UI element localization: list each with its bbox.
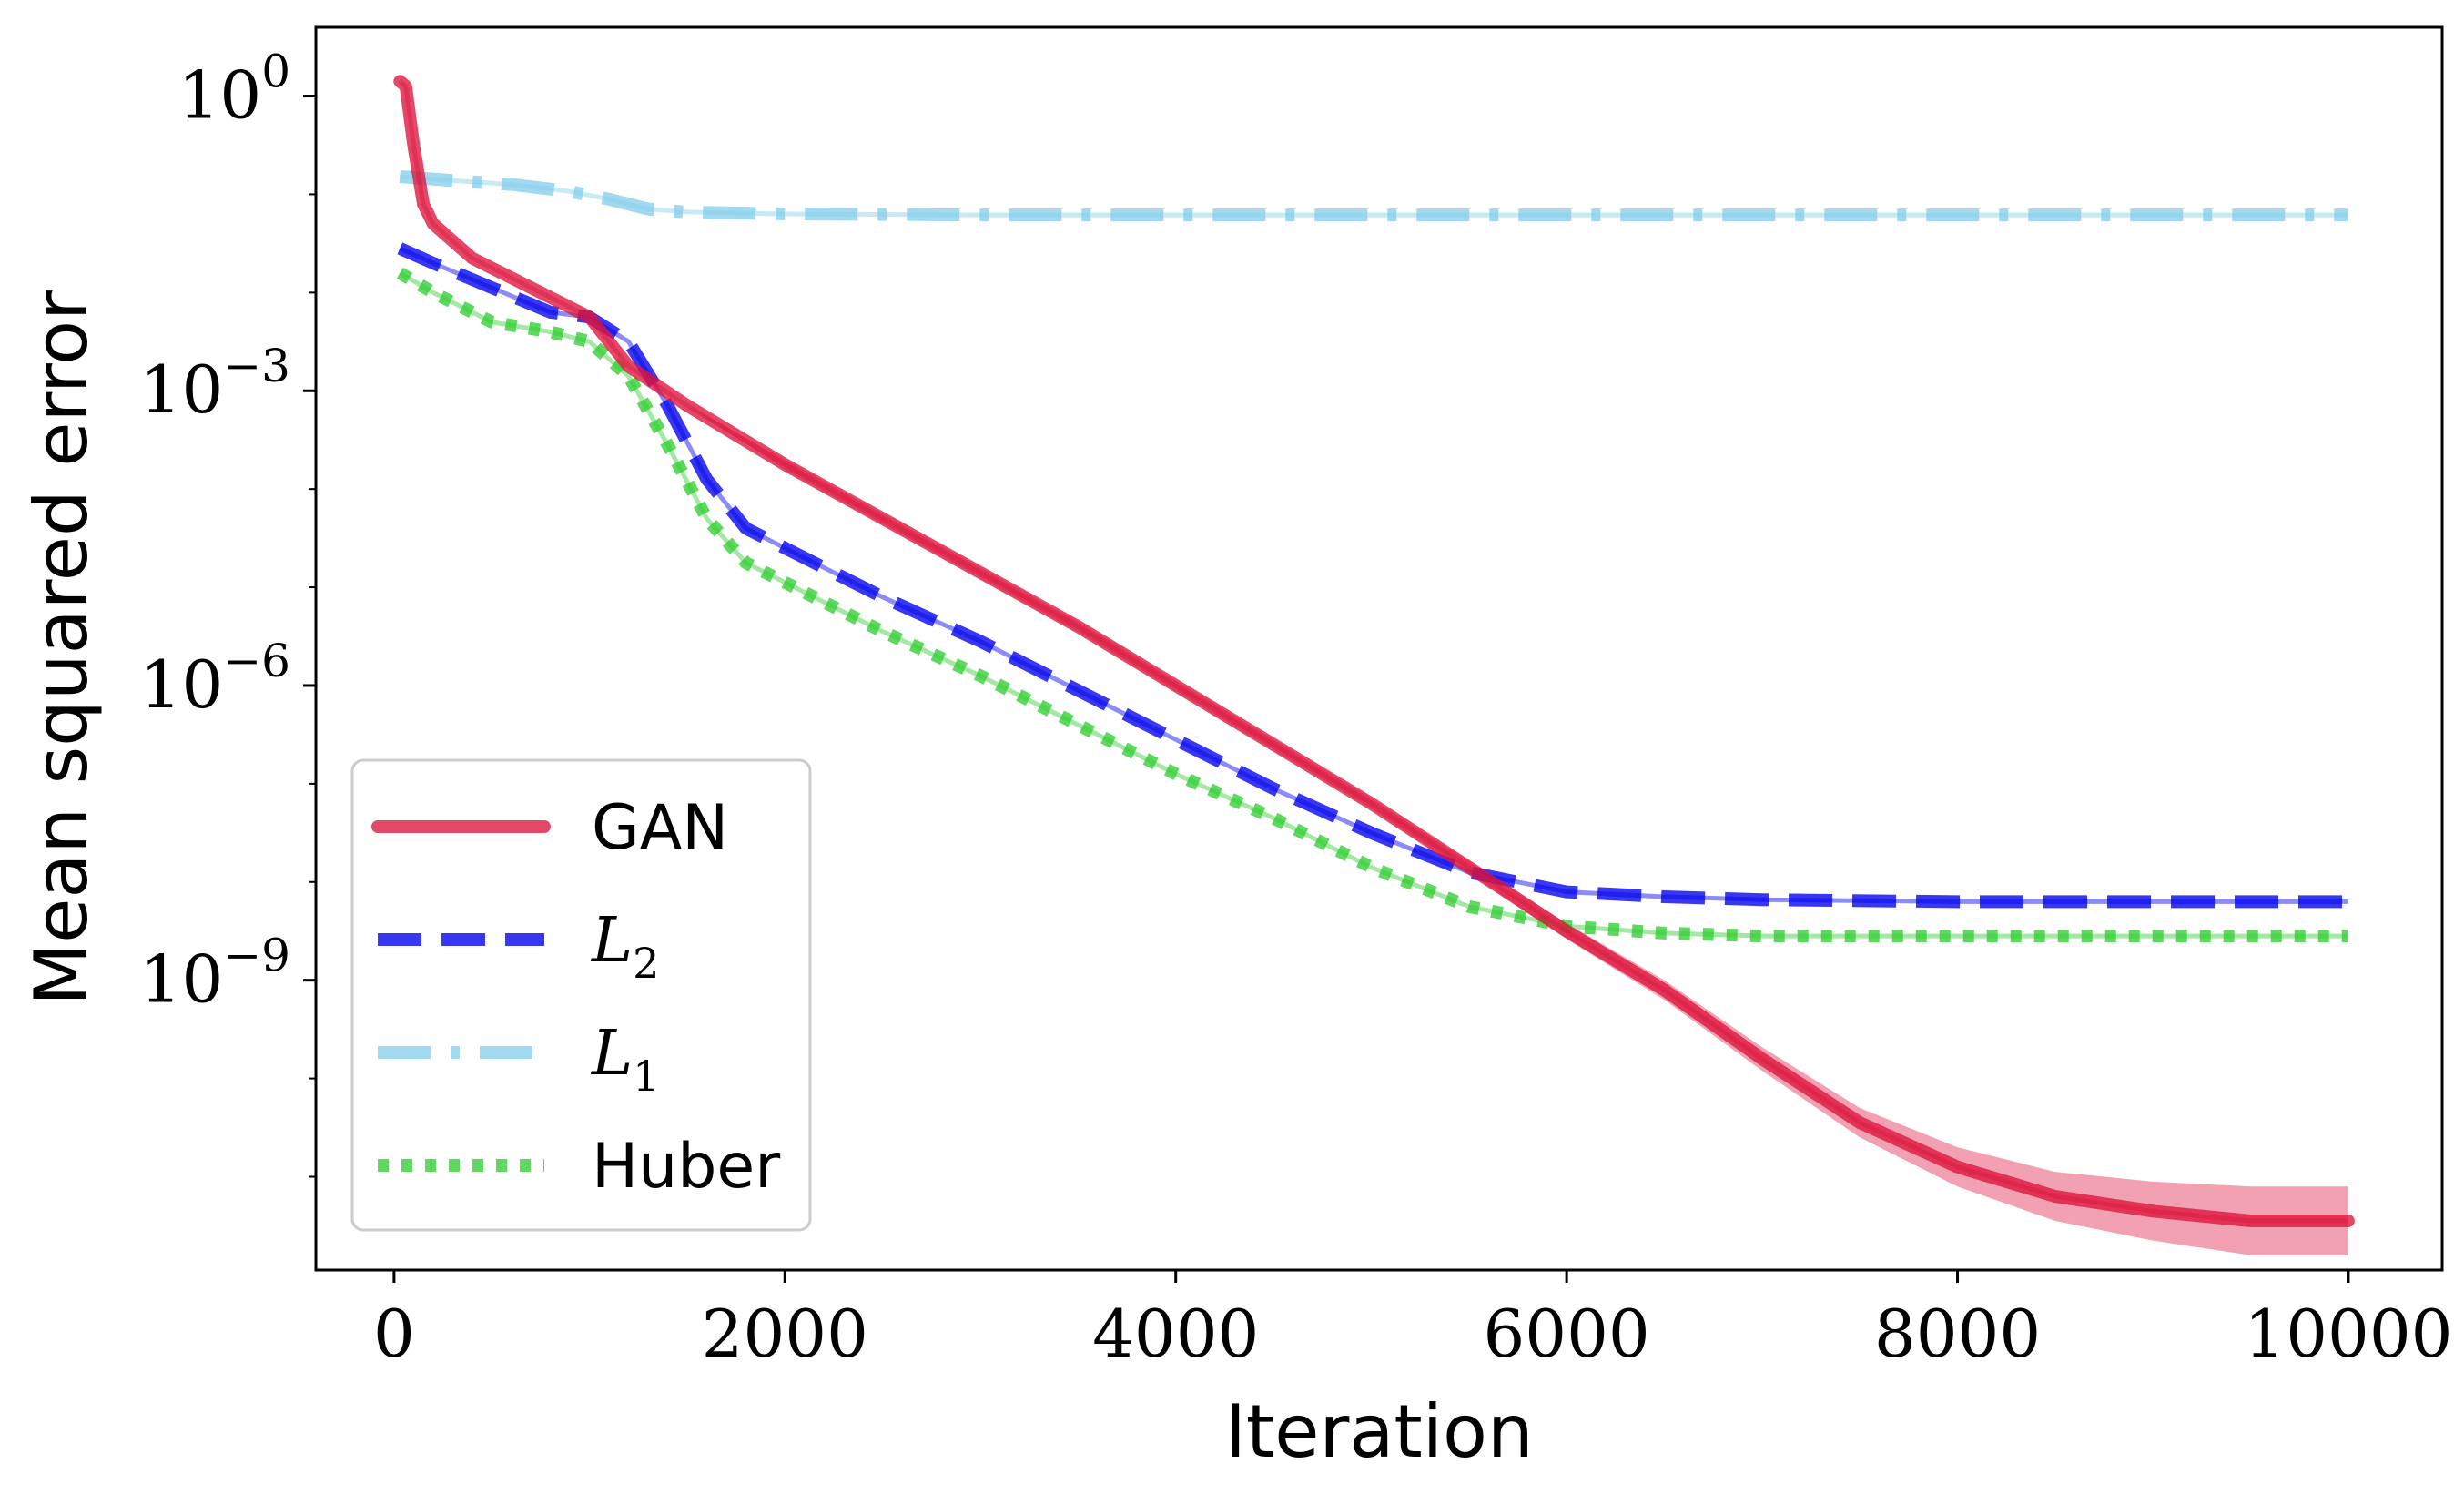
legend-box — [350, 758, 812, 1232]
series-line-gan — [393, 75, 2355, 1227]
y-tick-label: 100 — [178, 46, 290, 134]
series-line-l1 — [399, 170, 2348, 222]
y-axis-title: Mean squared error — [19, 290, 104, 1006]
legend-label-l1: L1 — [590, 1018, 659, 1101]
x-axis-title: Iteration — [1224, 1389, 1533, 1474]
x-tick-label: 0 — [373, 1296, 415, 1372]
legend: GAN L2 L1 Huber — [350, 758, 812, 1232]
legend-label-l2: L2 — [590, 905, 659, 988]
series-line-huber — [396, 267, 2348, 943]
plot-frame — [314, 25, 2444, 1272]
x-tick-label: 10000 — [2244, 1296, 2452, 1372]
x-tick-label: 4000 — [1092, 1296, 1259, 1372]
series-line-l2 — [397, 242, 2348, 909]
legend-label-huber: Huber — [592, 1131, 780, 1203]
x-tick-label: 6000 — [1484, 1296, 1650, 1372]
x-tick-label: 8000 — [1874, 1296, 2041, 1372]
x-tick-label: 2000 — [702, 1296, 868, 1372]
y-tick-label: 10−9 — [140, 930, 290, 1018]
y-tick-label: 10−3 — [140, 340, 290, 428]
legend-label-gan: GAN — [592, 792, 728, 864]
y-tick-label: 10−6 — [140, 635, 290, 723]
